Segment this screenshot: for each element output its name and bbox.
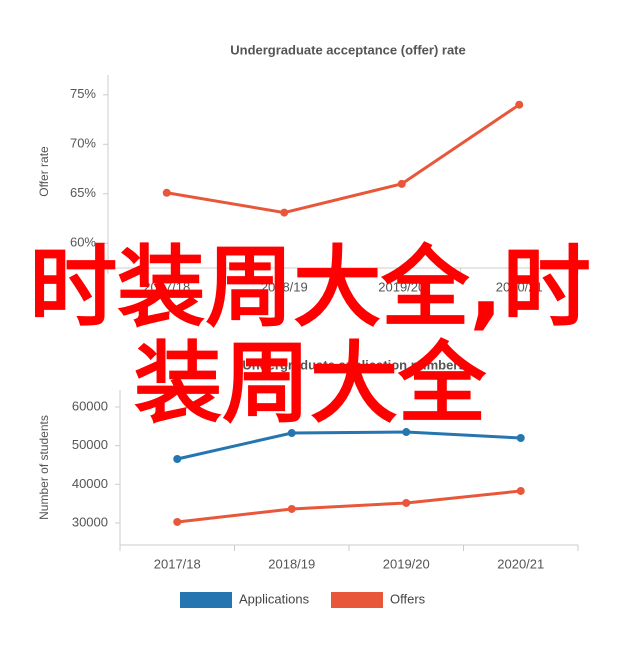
chart-title: Undergraduate application numbers [242,357,465,372]
y-tick-label: 60% [70,235,96,250]
legend-swatch [331,592,383,608]
point [515,100,524,109]
point [516,486,525,495]
x-tick-label: 2019/20 [383,556,430,571]
x-tick-label: 2019/20 [378,279,425,294]
point [173,454,182,463]
chart-title: Undergraduate acceptance (offer) rate [230,42,466,57]
y-tick-label: 75% [70,86,96,101]
point [402,428,411,437]
overlay-text: 时装周大全,时装周大全 [29,236,591,435]
point [287,504,296,513]
y-axis-label: Number of students [37,415,51,520]
x-tick-label: 2020/21 [497,556,544,571]
point [280,208,289,217]
x-tick-label: 2020/21 [496,279,543,294]
x-tick-label: 2018/19 [261,279,308,294]
y-tick-label: 65% [70,185,96,200]
y-tick-label: 50000 [72,437,108,452]
legend-label: Offers [390,591,426,606]
point [397,179,406,188]
x-tick-label: 2018/19 [268,556,315,571]
point [516,434,525,443]
point [402,498,411,507]
y-tick-label: 30000 [72,514,108,529]
point [162,188,171,197]
y-tick-label: 60000 [72,398,108,413]
point [173,517,182,526]
line [176,430,521,461]
line [177,489,521,524]
line [166,103,521,215]
point [287,429,296,438]
x-tick-label: 2017/18 [154,556,201,571]
legend-swatch [180,592,232,608]
y-axis-label: Offer rate [37,146,51,197]
x-tick-label: 2017/18 [143,279,190,294]
legend-label: Applications [239,591,310,606]
y-tick-label: 40000 [72,476,108,491]
y-tick-label: 70% [70,136,96,151]
